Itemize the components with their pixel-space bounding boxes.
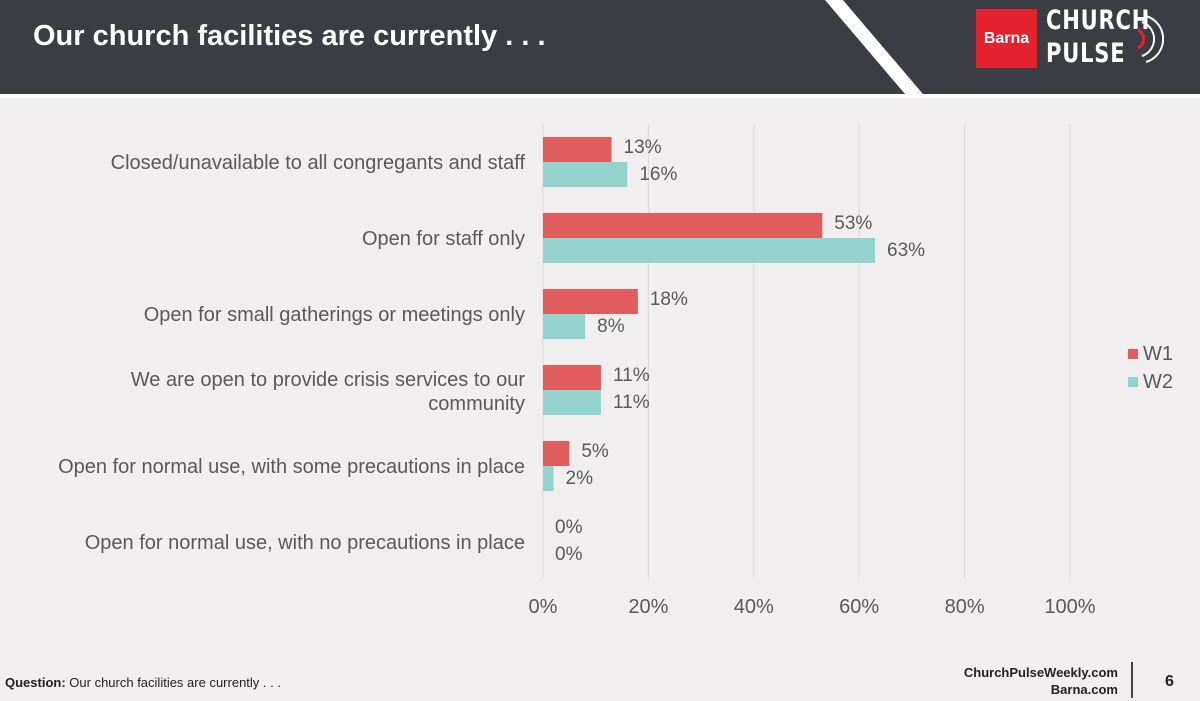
data-label-w1: 11% — [613, 365, 650, 386]
legend-swatch-w1 — [1128, 349, 1138, 359]
bar-w1 — [543, 365, 601, 390]
data-label-w2: 0% — [555, 544, 583, 565]
x-tick-label: 0% — [529, 596, 558, 618]
bar-w2 — [543, 162, 628, 187]
header-divider — [0, 94, 1200, 98]
logo-word-church: CHURCH — [1046, 5, 1151, 36]
category-label: Open for small gatherings or meetings on… — [144, 304, 525, 326]
question-label: Question: — [5, 675, 66, 690]
data-label-w1: 0% — [555, 517, 583, 538]
header-bar: Our church facilities are currently . . … — [0, 0, 1200, 94]
bar-w1 — [543, 213, 823, 238]
bar-w2 — [543, 390, 601, 415]
x-tick-label: 20% — [628, 596, 668, 618]
church-pulse-logo: CHURCH PULSE — [1046, 6, 1166, 72]
chart-legend: W1 W2 — [1128, 340, 1173, 396]
data-label-w2: 11% — [613, 392, 650, 413]
bar-w1 — [543, 289, 638, 314]
link-barna[interactable]: Barna.com — [1050, 682, 1118, 697]
data-label-w2: 63% — [887, 240, 925, 261]
data-label-w1: 53% — [834, 213, 872, 234]
logo-word-pulse: PULSE — [1046, 38, 1126, 69]
footer-links: ChurchPulseWeekly.com Barna.com — [964, 664, 1118, 698]
bar-w1 — [543, 137, 612, 162]
link-churchpulseweekly[interactable]: ChurchPulseWeekly.com — [963, 665, 1118, 680]
data-label-w2: 16% — [639, 164, 677, 185]
legend-item-w1: W1 — [1128, 340, 1173, 368]
footer-question: Question: Our church facilities are curr… — [5, 675, 281, 690]
category-label: community — [428, 393, 525, 415]
header-slash-decoration — [825, 0, 925, 94]
page-number: 6 — [1165, 673, 1174, 690]
bar-w2 — [543, 314, 586, 339]
data-label-w1: 5% — [581, 441, 609, 462]
category-label: We are open to provide crisis services t… — [131, 369, 526, 391]
x-tick-label: 80% — [945, 596, 985, 618]
x-tick-label: 40% — [734, 596, 774, 618]
footer-divider — [1131, 662, 1133, 698]
legend-item-w2: W2 — [1128, 368, 1173, 396]
bar-w1 — [543, 441, 570, 466]
category-label: Closed/unavailable to all congregants an… — [111, 152, 526, 174]
category-label: Open for staff only — [362, 228, 525, 250]
data-label-w1: 18% — [650, 289, 688, 310]
legend-label-w2: W2 — [1143, 370, 1173, 393]
x-tick-label: 60% — [839, 596, 879, 618]
page-title: Our church facilities are currently . . … — [33, 20, 546, 52]
x-tick-label: 100% — [1044, 596, 1095, 618]
category-label: Open for normal use, with no precautions… — [85, 532, 525, 554]
barna-logo: Barna — [976, 9, 1037, 68]
legend-swatch-w2 — [1128, 377, 1138, 387]
data-label-w2: 8% — [597, 316, 625, 337]
bar-w2 — [543, 238, 876, 263]
bar-chart: 0% 20% 40% 60% 80% 100% 13% 16% Closed/unavailab… — [58, 124, 1096, 618]
pulse-rings-icon — [1137, 15, 1164, 63]
legend-label-w1: W1 — [1143, 342, 1173, 365]
question-text: Our church facilities are currently . . … — [65, 675, 281, 690]
bar-w2 — [543, 466, 554, 491]
data-label-w1: 13% — [624, 137, 662, 158]
category-label: Open for normal use, with some precautio… — [58, 456, 525, 478]
data-label-w2: 2% — [566, 468, 594, 489]
